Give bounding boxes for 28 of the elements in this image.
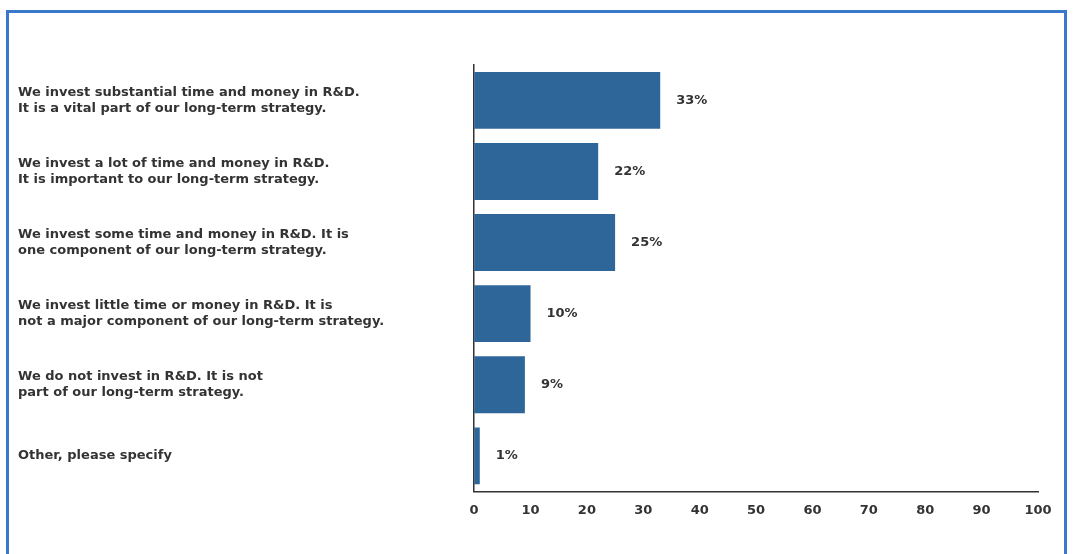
x-tick-label: 10 bbox=[521, 501, 540, 517]
x-tick-label: 90 bbox=[972, 501, 991, 517]
y-tick-label: Other, please specify bbox=[18, 447, 173, 463]
y-tick-label: We invest a lot of time and money in R&D. It is important to our long-term strategy. bbox=[18, 155, 330, 186]
data-label: 9% bbox=[540, 376, 563, 392]
x-tick-label: 50 bbox=[747, 501, 766, 517]
x-tick-label: 20 bbox=[577, 501, 596, 517]
x-tick-label: 30 bbox=[634, 501, 653, 517]
bar bbox=[474, 285, 531, 343]
data-label: 10% bbox=[546, 305, 578, 321]
bar bbox=[474, 214, 616, 271]
y-tick-label: We invest some time and money in R&D. It is one component of our long-term strategy. bbox=[18, 226, 350, 257]
x-tick-label: 70 bbox=[859, 501, 878, 517]
y-tick-label: We invest little time or money in R&D. It is not a major component of our long-term strategy. bbox=[18, 297, 385, 328]
data-label: 33% bbox=[676, 91, 708, 107]
x-tick-label: 40 bbox=[690, 501, 709, 517]
y-tick-label: We do not invest in R&D. It is not part of our long-term strategy. bbox=[18, 368, 263, 399]
bar bbox=[474, 356, 525, 414]
x-tick-label: 60 bbox=[803, 501, 822, 517]
data-label: 25% bbox=[631, 233, 663, 249]
x-tick-label: 0 bbox=[469, 501, 479, 517]
data-label: 22% bbox=[614, 162, 646, 178]
x-tick-label: 100 bbox=[1024, 501, 1052, 517]
y-tick-label: We invest substantial time and money in R&D. It is a vital part of our long-term strategy. bbox=[18, 83, 360, 115]
bar bbox=[474, 71, 661, 129]
data-label: 1% bbox=[495, 447, 518, 463]
x-tick-label: 80 bbox=[916, 501, 935, 517]
bar bbox=[474, 143, 599, 200]
